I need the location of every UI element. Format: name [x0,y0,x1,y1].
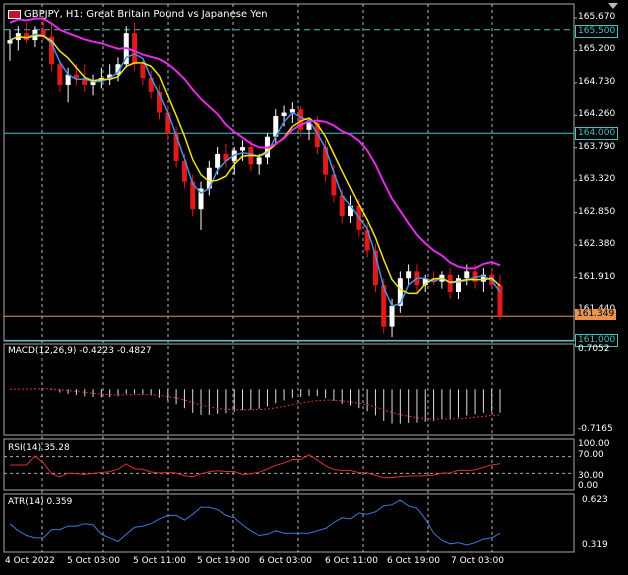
price-tick-label: 164.260 [578,109,616,120]
candle-body [256,157,262,165]
candle-body [455,278,461,293]
candle-body [289,109,295,113]
price-tick-label: 161.910 [578,271,616,282]
macd-title: MACD(12,26,9) -0.4223 -0.4827 [8,346,152,356]
candle-body [132,33,138,65]
price-tick-label: 164.730 [578,76,616,87]
time-label-1: 5 Oct 03:00 [67,556,120,566]
candle-body [240,147,246,151]
candle-body [348,205,354,217]
level-tag-164000: 164.000 [575,127,619,140]
candle-body [397,278,403,306]
candle-body [314,122,320,148]
rsi-pane-frame [3,438,575,491]
price-tick-label: 163.790 [578,141,616,152]
candle-body [107,74,113,79]
ma-yellow-line [9,35,501,295]
candle-body [148,78,154,92]
time-label-4: 6 Oct 03:00 [259,556,312,566]
candle-body [480,274,486,282]
time-label-0: 4 Oct 2022 [5,556,55,566]
candle-body [422,278,428,286]
candle-body [323,147,329,175]
candle-body [115,64,121,75]
candle-body [90,81,96,85]
candle-body [339,195,345,217]
candle-body [57,64,63,85]
candle-body [372,250,378,286]
time-label-5: 6 Oct 11:00 [325,556,378,566]
time-label-2: 5 Oct 11:00 [133,556,186,566]
rsi-line [10,454,501,479]
ma-slow-magenta-line [9,17,501,270]
atr-pane-frame [3,493,575,553]
price-tick-label: 165.200 [578,44,616,55]
candle-body [331,174,337,196]
candle-body [173,133,179,161]
candle-body [65,74,71,85]
candle-body [73,74,79,79]
symbol-title: GBPJPY, H1: Great Britain Pound vs Japan… [24,9,268,20]
bid-price-tag: 161.349 [575,309,617,320]
candle-body [223,153,229,161]
atr-line [9,499,501,546]
time-label-6: 6 Oct 19:00 [387,556,440,566]
candle-body [298,109,304,130]
atr-bottom-label: 0.319 [582,540,608,550]
time-label-3: 5 Oct 19:00 [197,556,250,566]
candle-body [406,271,412,279]
price-tick-label: 162.850 [578,206,616,217]
price-tick-label: 162.380 [578,239,616,250]
candle-body [364,229,370,251]
candle-body [165,112,171,134]
candle-body [49,36,55,65]
candle-body [7,40,13,44]
atr-top-label: 0.623 [582,495,608,505]
candle-body [190,181,196,210]
candle-body [198,188,204,210]
flag-icon [8,10,21,19]
candle-body [82,78,88,85]
level-tag-161000: 161.000 [575,334,619,347]
macd-bottom-label: -0.7165 [578,424,613,434]
candle-body [273,116,279,137]
macd-pane-frame [3,343,575,436]
candle-body [306,122,312,130]
candle-body [156,91,162,113]
candle-body [389,305,395,327]
rsi-level-70: 70.00 [578,450,604,460]
candle-body [40,29,46,37]
candle-body [464,271,470,279]
candle-body [24,33,30,41]
price-pane-frame [3,3,575,342]
rsi-level-30: 30.00 [578,471,604,481]
time-label-7: 7 Oct 03:00 [451,556,504,566]
candle-body [181,160,187,182]
atr-title: ATR(14) 0.359 [8,497,73,507]
candle-body [140,64,146,79]
candle-body [497,285,503,317]
rsi-level-0: 0.00 [578,481,599,491]
price-tick-label: 163.320 [578,174,616,185]
rsi-level-100: 100.00 [578,439,610,449]
dropdown-arrow-icon[interactable] [608,3,618,9]
candle-body [381,285,387,327]
macd-top-label: 0.7052 [578,344,610,354]
candle-body [215,153,221,168]
rsi-title: RSI(14) 35.28 [8,443,70,453]
candle-body [206,167,212,189]
candle-body [431,278,437,282]
candle-body [281,112,287,117]
level-tag-165500: 165.500 [575,25,619,38]
price-tick-label: 165.670 [578,12,616,22]
macd-signal-line [9,388,501,420]
